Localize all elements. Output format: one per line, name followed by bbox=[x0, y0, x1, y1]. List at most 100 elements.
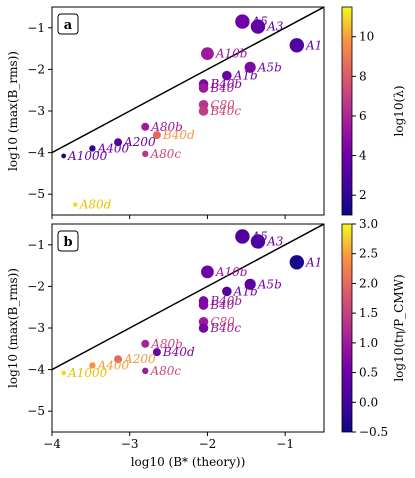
one-to-one-line bbox=[52, 224, 324, 371]
point-label-A1000: A1000 bbox=[67, 366, 108, 380]
y-tick-label: −2 bbox=[27, 62, 45, 76]
data-point-B40 bbox=[198, 83, 209, 93]
data-point-A400 bbox=[89, 362, 96, 369]
data-point-B40 bbox=[198, 300, 209, 310]
point-label-A80d: A80d bbox=[79, 198, 112, 212]
x-tick-label: −4 bbox=[43, 437, 61, 451]
y-axis-label: log10 (max(B_rms)) bbox=[6, 51, 20, 171]
colorbar-tick-label: 2 bbox=[359, 188, 367, 202]
colorbar-gradient bbox=[341, 6, 353, 216]
x-tick-label: −1 bbox=[276, 437, 294, 451]
axes-frame bbox=[51, 223, 325, 433]
data-point-A80b bbox=[141, 339, 150, 348]
point-label-A10b: A10b bbox=[215, 47, 248, 61]
x-tick-label: −3 bbox=[121, 437, 139, 451]
panel-label-box bbox=[57, 230, 79, 252]
data-point-A80c bbox=[142, 150, 149, 158]
point-label-A80b: A80b bbox=[150, 337, 183, 351]
colorbar-tick-label: 2.5 bbox=[359, 247, 378, 261]
data-point-A1b bbox=[222, 286, 232, 297]
data-point-A400 bbox=[89, 145, 96, 152]
data-point-A80b bbox=[141, 122, 150, 131]
point-label-A1b: A1b bbox=[233, 69, 258, 83]
point-label-A400: A400 bbox=[97, 358, 130, 372]
point-label-A3: A3 bbox=[266, 20, 284, 34]
colorbar-label: log10(tη/P_CMW) bbox=[392, 274, 406, 381]
axes-frame bbox=[51, 6, 325, 216]
point-label-B40: B40 bbox=[209, 298, 234, 312]
point-label-A80c: A80c bbox=[149, 364, 181, 378]
colorbar-tick-label: 0.5 bbox=[359, 366, 378, 380]
data-point-A5b bbox=[244, 278, 256, 290]
colorbar-tick-label: 2.0 bbox=[359, 276, 378, 290]
point-label-B40d: B40d bbox=[162, 345, 195, 359]
point-label-A200: A200 bbox=[123, 352, 156, 366]
point-label-A5b: A5b bbox=[257, 277, 282, 291]
colorbar-tick-label: 6 bbox=[359, 109, 367, 123]
x-tick-label: −2 bbox=[199, 437, 217, 451]
point-label-A1000: A1000 bbox=[67, 149, 108, 163]
data-point-A200 bbox=[114, 138, 123, 147]
point-label-B40b: B40b bbox=[209, 77, 242, 91]
point-label-A5: A5 bbox=[251, 229, 268, 243]
data-point-A200 bbox=[114, 355, 123, 364]
colorbar-gradient bbox=[341, 223, 353, 433]
data-point-A5b bbox=[244, 61, 256, 73]
data-point-A10b bbox=[201, 265, 214, 279]
point-label-B40b: B40b bbox=[209, 294, 242, 308]
point-label-A5b: A5b bbox=[257, 60, 282, 74]
data-point-A1000 bbox=[61, 153, 67, 159]
point-label-A3: A3 bbox=[266, 234, 284, 248]
point-label-A5: A5 bbox=[251, 15, 268, 29]
colorbar-tick-label: 1.0 bbox=[359, 336, 378, 350]
y-tick-label: −1 bbox=[27, 21, 45, 35]
data-point-A1 bbox=[289, 255, 304, 270]
point-label-C80: C80 bbox=[210, 315, 235, 329]
colorbar: 2 4 6 8 10 log10(λ) bbox=[341, 6, 406, 216]
y-tick-label: −3 bbox=[27, 104, 45, 118]
data-point-A5 bbox=[235, 229, 250, 244]
colorbar-tick-label: −0.5 bbox=[359, 425, 388, 439]
panel-label: b bbox=[57, 230, 79, 252]
y-tick-label: −4 bbox=[27, 363, 45, 377]
data-point-A80c bbox=[142, 367, 149, 375]
x-axis-label: log10 (B* (theory)) bbox=[131, 455, 246, 469]
colorbar-tick-label: 0.0 bbox=[359, 395, 378, 409]
point-label-C80: C80 bbox=[210, 98, 235, 112]
point-label-B40d: B40d bbox=[162, 128, 195, 142]
panels: A5 A3A1A10bA5bA1bB40bB40C80B40cA80bB40dA2… bbox=[6, 6, 406, 469]
point-label-B40: B40 bbox=[209, 81, 234, 95]
data-point-A1 bbox=[289, 38, 304, 53]
data-point-B40d bbox=[152, 131, 161, 140]
point-label-A1: A1 bbox=[305, 38, 322, 52]
colorbar-tick-label: 3.0 bbox=[359, 217, 378, 231]
point-label-A1: A1 bbox=[305, 255, 322, 269]
y-axis-label: log10 (max(B_rms)) bbox=[6, 268, 20, 388]
y-tick-label: −5 bbox=[27, 404, 45, 418]
one-to-one-line bbox=[52, 7, 324, 154]
point-label-A10b: A10b bbox=[215, 265, 248, 279]
colorbar-label: log10(λ) bbox=[392, 86, 406, 137]
colorbar-tick-label: 4 bbox=[359, 149, 367, 163]
data-point-A3 bbox=[250, 19, 266, 34]
y-tick-label: −4 bbox=[27, 146, 45, 160]
point-label-A80b: A80b bbox=[150, 120, 183, 134]
point-label-A80c: A80c bbox=[149, 147, 181, 161]
colorbar-tick-label: 1.5 bbox=[359, 306, 378, 320]
point-label-A200: A200 bbox=[123, 135, 156, 149]
colorbar-tick-label: 8 bbox=[359, 69, 367, 83]
point-label-A1b: A1b bbox=[233, 284, 258, 298]
panel-label-text: a bbox=[64, 18, 73, 33]
data-point-B40c bbox=[198, 106, 209, 116]
data-point-A3 bbox=[250, 234, 266, 249]
point-label-B40c: B40c bbox=[209, 104, 241, 118]
colorbar: −0.5 0.0 0.5 1.0 1.5 2.0 2.5 3.0 log10(tη/P_CMW) bbox=[341, 217, 406, 439]
y-tick-label: −1 bbox=[27, 238, 45, 252]
panel-label-box bbox=[57, 13, 79, 35]
point-label-A400: A400 bbox=[97, 141, 130, 155]
